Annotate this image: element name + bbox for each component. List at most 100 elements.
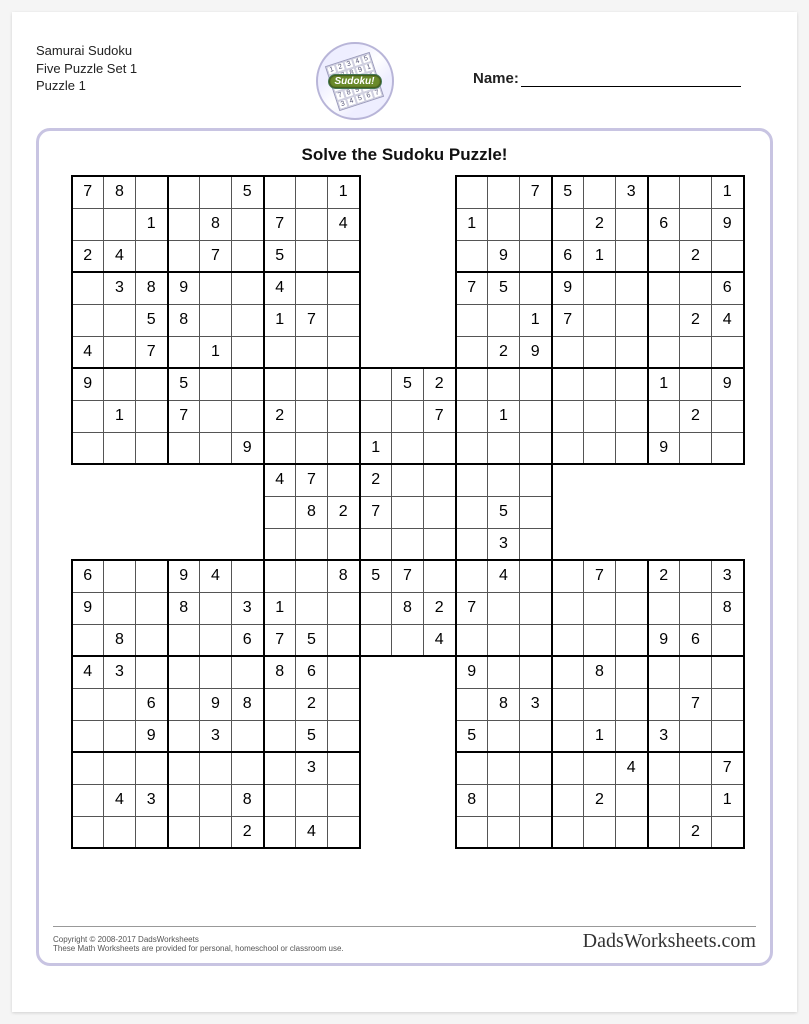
sudoku-cell[interactable]: 3	[104, 656, 136, 688]
sudoku-cell[interactable]: 1	[584, 720, 616, 752]
sudoku-cell[interactable]	[232, 208, 264, 240]
sudoku-cell[interactable]: 2	[680, 400, 712, 432]
sudoku-cell[interactable]	[424, 432, 456, 464]
sudoku-cell[interactable]	[136, 432, 168, 464]
sudoku-cell[interactable]: 7	[360, 496, 392, 528]
sudoku-cell[interactable]: 7	[136, 336, 168, 368]
sudoku-cell[interactable]	[328, 688, 360, 720]
sudoku-cell[interactable]	[520, 720, 552, 752]
sudoku-cell[interactable]	[296, 528, 328, 560]
sudoku-cell[interactable]	[232, 752, 264, 784]
sudoku-cell[interactable]: 3	[136, 784, 168, 816]
sudoku-cell[interactable]	[168, 176, 200, 208]
sudoku-cell[interactable]	[648, 688, 680, 720]
sudoku-cell[interactable]	[104, 688, 136, 720]
sudoku-cell[interactable]: 1	[104, 400, 136, 432]
sudoku-cell[interactable]	[648, 176, 680, 208]
sudoku-cell[interactable]	[648, 784, 680, 816]
sudoku-cell[interactable]: 1	[456, 208, 488, 240]
sudoku-cell[interactable]	[552, 368, 584, 400]
sudoku-cell[interactable]: 9	[712, 208, 744, 240]
sudoku-cell[interactable]	[72, 752, 104, 784]
sudoku-cell[interactable]	[552, 720, 584, 752]
sudoku-cell[interactable]: 5	[552, 176, 584, 208]
sudoku-cell[interactable]: 9	[168, 272, 200, 304]
sudoku-cell[interactable]: 2	[264, 400, 296, 432]
sudoku-cell[interactable]	[232, 368, 264, 400]
sudoku-cell[interactable]: 7	[456, 592, 488, 624]
sudoku-cell[interactable]: 7	[552, 304, 584, 336]
sudoku-cell[interactable]	[520, 624, 552, 656]
sudoku-cell[interactable]	[552, 656, 584, 688]
sudoku-cell[interactable]	[584, 432, 616, 464]
sudoku-cell[interactable]	[488, 464, 520, 496]
sudoku-cell[interactable]	[168, 784, 200, 816]
sudoku-cell[interactable]	[200, 656, 232, 688]
sudoku-cell[interactable]	[456, 528, 488, 560]
sudoku-cell[interactable]	[648, 336, 680, 368]
sudoku-cell[interactable]	[488, 304, 520, 336]
sudoku-cell[interactable]: 9	[552, 272, 584, 304]
sudoku-cell[interactable]	[680, 784, 712, 816]
sudoku-cell[interactable]	[584, 400, 616, 432]
sudoku-cell[interactable]	[104, 336, 136, 368]
sudoku-cell[interactable]: 4	[72, 656, 104, 688]
sudoku-cell[interactable]	[264, 752, 296, 784]
sudoku-cell[interactable]	[360, 400, 392, 432]
sudoku-cell[interactable]	[104, 304, 136, 336]
sudoku-cell[interactable]: 5	[360, 560, 392, 592]
sudoku-cell[interactable]	[72, 816, 104, 848]
sudoku-cell[interactable]	[680, 336, 712, 368]
sudoku-cell[interactable]: 7	[520, 176, 552, 208]
sudoku-cell[interactable]	[616, 816, 648, 848]
sudoku-cell[interactable]: 9	[488, 240, 520, 272]
sudoku-cell[interactable]: 8	[168, 592, 200, 624]
sudoku-cell[interactable]: 8	[488, 688, 520, 720]
sudoku-cell[interactable]	[456, 752, 488, 784]
sudoku-cell[interactable]: 3	[104, 272, 136, 304]
sudoku-cell[interactable]: 9	[712, 368, 744, 400]
sudoku-cell[interactable]: 7	[392, 560, 424, 592]
sudoku-cell[interactable]: 4	[104, 784, 136, 816]
sudoku-cell[interactable]	[552, 752, 584, 784]
sudoku-cell[interactable]	[232, 336, 264, 368]
sudoku-cell[interactable]	[168, 816, 200, 848]
sudoku-cell[interactable]	[104, 720, 136, 752]
sudoku-cell[interactable]: 8	[200, 208, 232, 240]
sudoku-cell[interactable]	[584, 752, 616, 784]
sudoku-cell[interactable]	[648, 752, 680, 784]
sudoku-cell[interactable]	[456, 624, 488, 656]
sudoku-cell[interactable]	[488, 816, 520, 848]
sudoku-cell[interactable]	[72, 432, 104, 464]
sudoku-cell[interactable]: 5	[488, 272, 520, 304]
sudoku-cell[interactable]	[616, 336, 648, 368]
sudoku-cell[interactable]	[200, 272, 232, 304]
sudoku-cell[interactable]: 4	[264, 464, 296, 496]
sudoku-cell[interactable]	[200, 432, 232, 464]
sudoku-cell[interactable]: 4	[104, 240, 136, 272]
sudoku-cell[interactable]: 7	[72, 176, 104, 208]
sudoku-cell[interactable]	[616, 208, 648, 240]
sudoku-cell[interactable]	[488, 432, 520, 464]
sudoku-cell[interactable]	[264, 720, 296, 752]
sudoku-cell[interactable]	[552, 816, 584, 848]
sudoku-cell[interactable]	[72, 624, 104, 656]
sudoku-cell[interactable]	[104, 752, 136, 784]
sudoku-cell[interactable]	[488, 720, 520, 752]
sudoku-cell[interactable]: 7	[680, 688, 712, 720]
sudoku-cell[interactable]	[456, 304, 488, 336]
sudoku-cell[interactable]	[616, 624, 648, 656]
sudoku-cell[interactable]: 9	[520, 336, 552, 368]
sudoku-cell[interactable]	[72, 208, 104, 240]
sudoku-cell[interactable]	[680, 368, 712, 400]
sudoku-cell[interactable]	[264, 496, 296, 528]
sudoku-cell[interactable]	[648, 816, 680, 848]
sudoku-cell[interactable]	[232, 656, 264, 688]
sudoku-cell[interactable]	[232, 304, 264, 336]
sudoku-cell[interactable]	[520, 816, 552, 848]
sudoku-cell[interactable]	[104, 432, 136, 464]
sudoku-cell[interactable]	[712, 720, 744, 752]
sudoku-cell[interactable]: 4	[264, 272, 296, 304]
sudoku-cell[interactable]	[136, 624, 168, 656]
sudoku-cell[interactable]: 9	[168, 560, 200, 592]
